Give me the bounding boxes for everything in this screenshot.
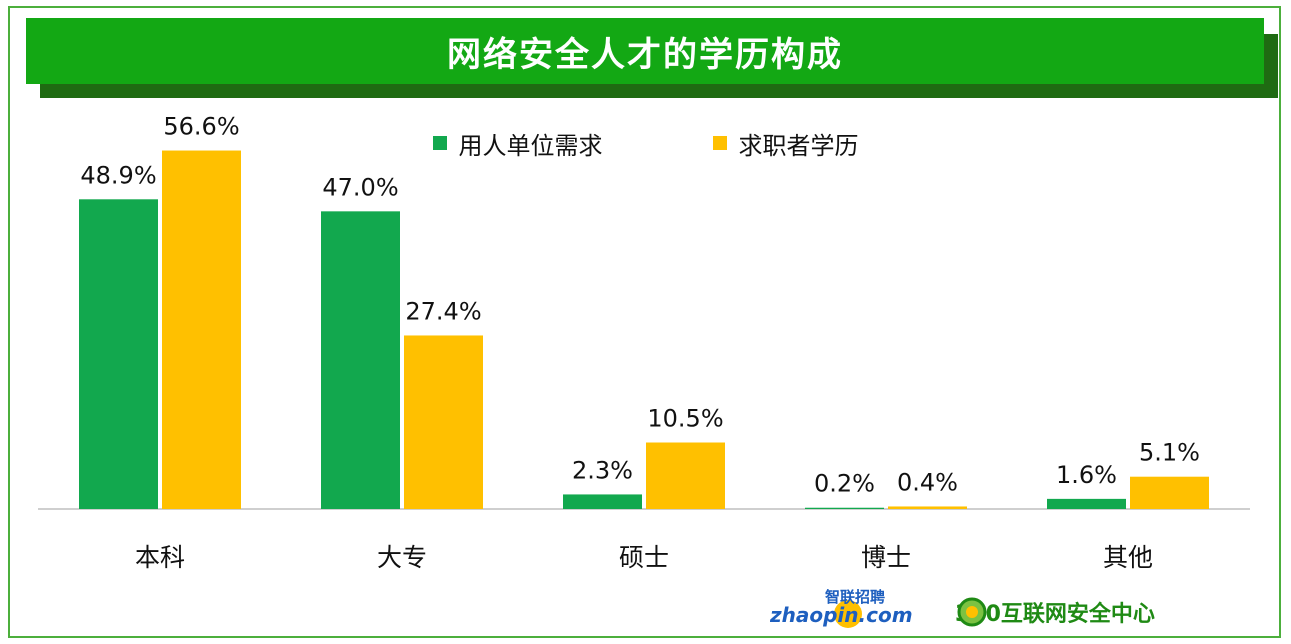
legend-swatch-yellow [712,136,727,150]
bar-demand-0 [79,199,158,510]
category-label-4: 其他 [1103,543,1153,572]
shield-icon [957,597,987,627]
bar-applicants-4 [1130,476,1209,509]
data-label-demand-3: 0.2% [814,470,875,498]
data-label-applicants-0: 56.6% [163,113,239,141]
legend-label-demand: 用人单位需求 [458,131,603,160]
zhaopin-logo-en: zhaopin.com [770,603,913,627]
zhaopin-logo: 智联招聘 zhaopin.com [770,588,930,628]
data-label-applicants-1: 27.4% [405,297,481,325]
data-label-demand-1: 47.0% [322,173,398,201]
data-label-demand-2: 2.3% [572,456,633,484]
bar-applicants-1 [404,335,483,509]
title-banner: 网络安全人才的学历构成 [26,18,1264,84]
security-center-logo: 360互联网安全中心 [955,596,1275,628]
bar-demand-3 [805,507,884,509]
security-center-logo-text: 360互联网安全中心 [955,602,1155,627]
chart-title: 网络安全人才的学历构成 [447,34,843,75]
legend: 用人单位需求 求职者学历 [0,125,1291,161]
data-label-demand-4: 1.6% [1056,461,1117,489]
data-label-demand-0: 48.9% [80,161,156,189]
category-label-1: 大专 [377,543,427,572]
bar-applicants-2 [646,442,725,509]
data-label-applicants-4: 5.1% [1139,439,1200,467]
category-label-3: 博士 [861,543,911,572]
legend-item-applicants: 求职者学历 [712,126,859,161]
legend-label-applicants: 求职者学历 [738,131,859,160]
category-label-2: 硕士 [619,543,669,572]
legend-swatch-green [432,136,447,150]
zhaopin-logo-cn: 智联招聘 [825,588,885,606]
bar-applicants-0 [162,150,241,510]
category-label-0: 本科 [135,543,185,572]
bar-applicants-3 [888,506,967,509]
data-label-applicants-2: 10.5% [647,405,723,433]
zhaopin-logo-art: 智联招聘 zhaopin.com [770,588,913,628]
bar-demand-2 [563,494,642,509]
bar-demand-4 [1047,498,1126,509]
legend-item-demand: 用人单位需求 [432,126,603,161]
data-label-applicants-3: 0.4% [897,468,958,496]
bar-demand-1 [321,211,400,510]
